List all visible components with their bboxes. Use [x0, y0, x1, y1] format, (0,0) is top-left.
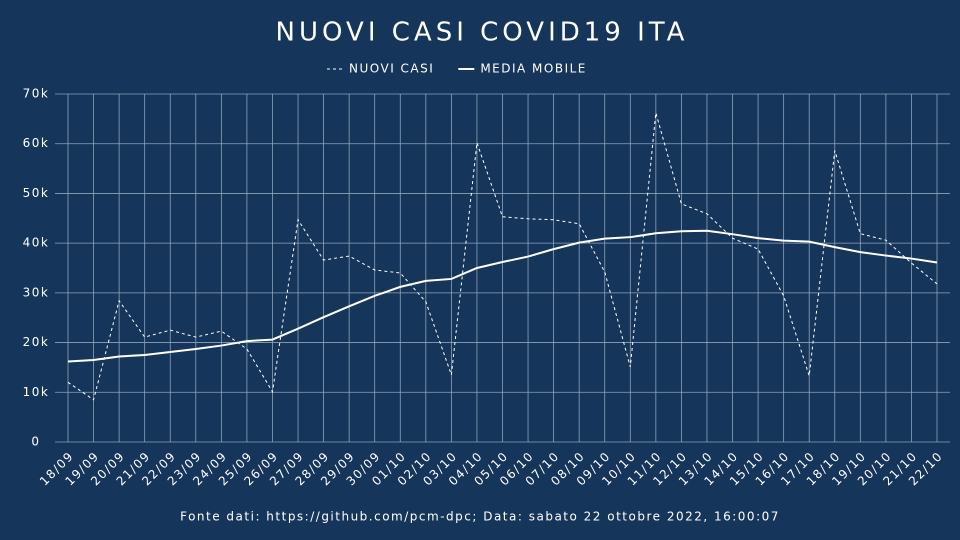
- y-tick-label: 30k: [23, 285, 50, 299]
- y-tick-label: 20k: [23, 335, 50, 349]
- y-tick-label: 0: [31, 435, 40, 449]
- y-tick-label: 50k: [23, 186, 50, 200]
- y-tick-label: 70k: [23, 87, 50, 101]
- series-line: [67, 229, 938, 363]
- footer: Fonte dati: https://github.com/pcm-dpc; …: [180, 510, 780, 524]
- series-line: [67, 112, 938, 401]
- legend-label: NUOVI CASI: [349, 62, 434, 76]
- y-tick-label: 60k: [23, 136, 50, 150]
- legend-label: MEDIA MOBILE: [480, 62, 587, 76]
- y-tick-label: 40k: [23, 236, 50, 250]
- chart-title: NUOVI CASI COVID19 ITA: [276, 18, 689, 48]
- y-tick-label: 10k: [23, 385, 50, 399]
